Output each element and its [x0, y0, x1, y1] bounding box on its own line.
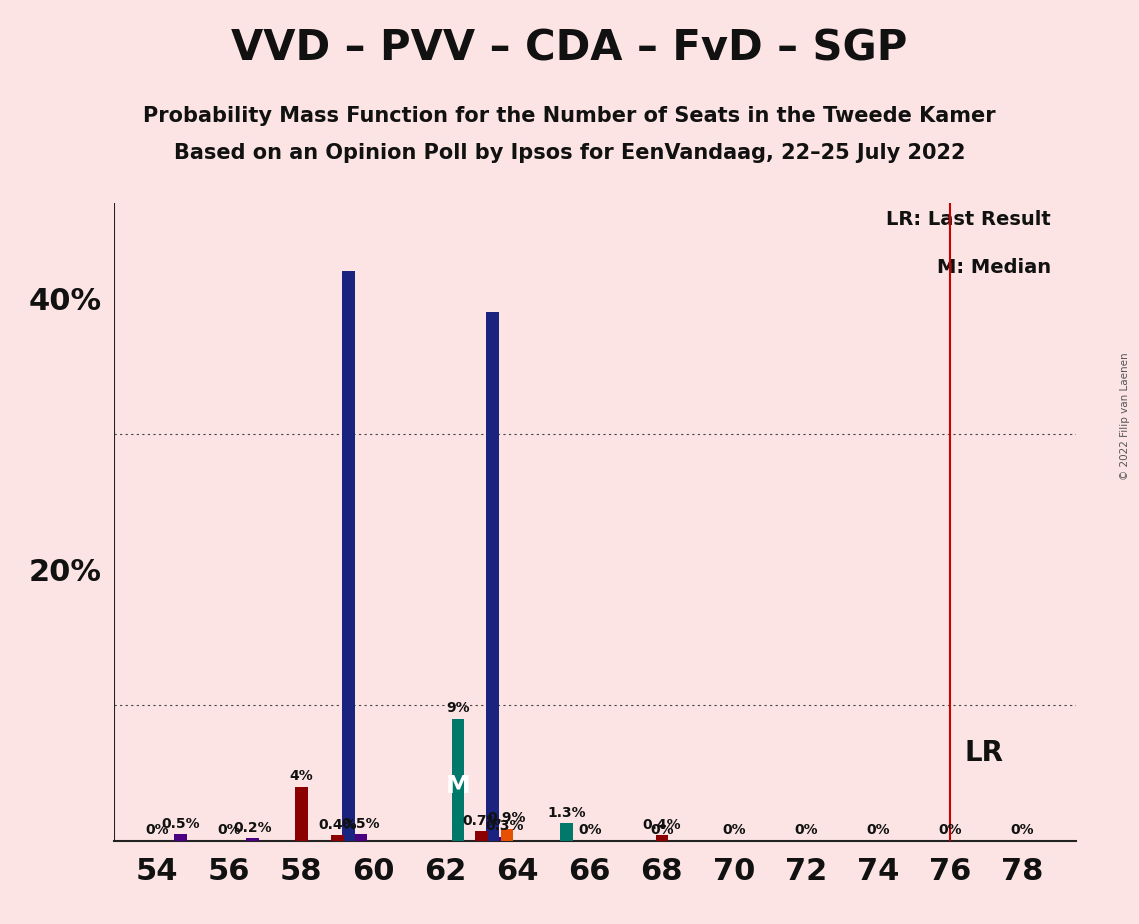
- Text: 0.4%: 0.4%: [642, 818, 681, 832]
- Bar: [656, 835, 669, 841]
- Text: 0%: 0%: [577, 823, 601, 837]
- Text: 0%: 0%: [146, 823, 169, 837]
- Bar: [342, 271, 354, 841]
- Text: LR: LR: [965, 738, 1003, 767]
- Text: 1.3%: 1.3%: [547, 806, 585, 820]
- Text: 4%: 4%: [289, 769, 313, 784]
- Text: LR: Last Result: LR: Last Result: [886, 210, 1051, 229]
- Bar: [499, 837, 511, 841]
- Text: 0%: 0%: [650, 823, 673, 837]
- Text: M: Median: M: Median: [937, 258, 1051, 276]
- Text: 0.2%: 0.2%: [233, 821, 272, 834]
- Bar: [246, 838, 259, 841]
- Text: Based on an Opinion Poll by Ipsos for EenVandaag, 22–25 July 2022: Based on an Opinion Poll by Ipsos for Ee…: [174, 143, 965, 164]
- Text: © 2022 Filip van Laenen: © 2022 Filip van Laenen: [1121, 352, 1130, 480]
- Bar: [331, 835, 344, 841]
- Text: 0.3%: 0.3%: [485, 820, 524, 833]
- Text: 0.5%: 0.5%: [162, 817, 200, 831]
- Bar: [500, 829, 514, 841]
- Text: 0%: 0%: [1010, 823, 1034, 837]
- Text: 0.5%: 0.5%: [342, 817, 380, 831]
- Text: 9%: 9%: [446, 701, 470, 715]
- Text: 0.7%: 0.7%: [462, 814, 501, 828]
- Bar: [560, 823, 573, 841]
- Bar: [354, 834, 367, 841]
- Text: M: M: [445, 774, 470, 798]
- Text: 0%: 0%: [939, 823, 962, 837]
- Text: 0%: 0%: [867, 823, 890, 837]
- Bar: [475, 832, 487, 841]
- Bar: [174, 834, 187, 841]
- Text: 0%: 0%: [722, 823, 746, 837]
- Bar: [452, 719, 465, 841]
- Text: 0.4%: 0.4%: [318, 818, 357, 832]
- Bar: [486, 311, 499, 841]
- Text: 0%: 0%: [794, 823, 818, 837]
- Bar: [295, 786, 308, 841]
- Text: 0.9%: 0.9%: [487, 811, 526, 825]
- Text: Probability Mass Function for the Number of Seats in the Tweede Kamer: Probability Mass Function for the Number…: [144, 106, 995, 127]
- Text: 0%: 0%: [218, 823, 241, 837]
- Text: VVD – PVV – CDA – FvD – SGP: VVD – PVV – CDA – FvD – SGP: [231, 28, 908, 69]
